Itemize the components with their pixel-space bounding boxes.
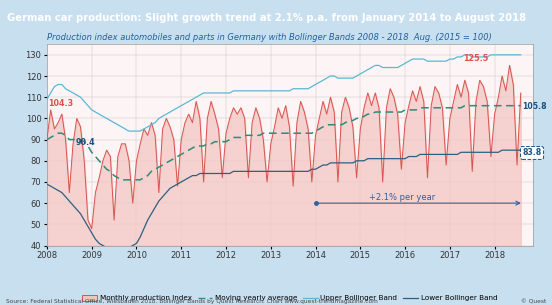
Text: 83.8: 83.8 (522, 149, 542, 157)
Text: 90.4: 90.4 (76, 138, 95, 147)
Text: © Quest: © Quest (521, 299, 546, 304)
Text: 125.5: 125.5 (463, 54, 489, 63)
Text: +2.1% per year: +2.1% per year (369, 193, 436, 202)
Legend: Monthly production Index, Moving yearly average, Upper Bollinger Band, Lower Bol: Monthly production Index, Moving yearly … (79, 292, 500, 304)
Text: Production index automobiles and parts in Germany with Bollinger Bands 2008 - 20: Production index automobiles and parts i… (47, 33, 492, 42)
Text: German car production: Slight growth trend at 2.1% p.a. from January 2014 to Aug: German car production: Slight growth tre… (7, 13, 526, 23)
Text: Source: Federal Statistical Office, Wiesbaden 2018. Bollinger Bands by Quest Res: Source: Federal Statistical Office, Wies… (6, 300, 378, 304)
Text: 104.3: 104.3 (48, 99, 73, 108)
Text: 105.8: 105.8 (522, 102, 547, 111)
